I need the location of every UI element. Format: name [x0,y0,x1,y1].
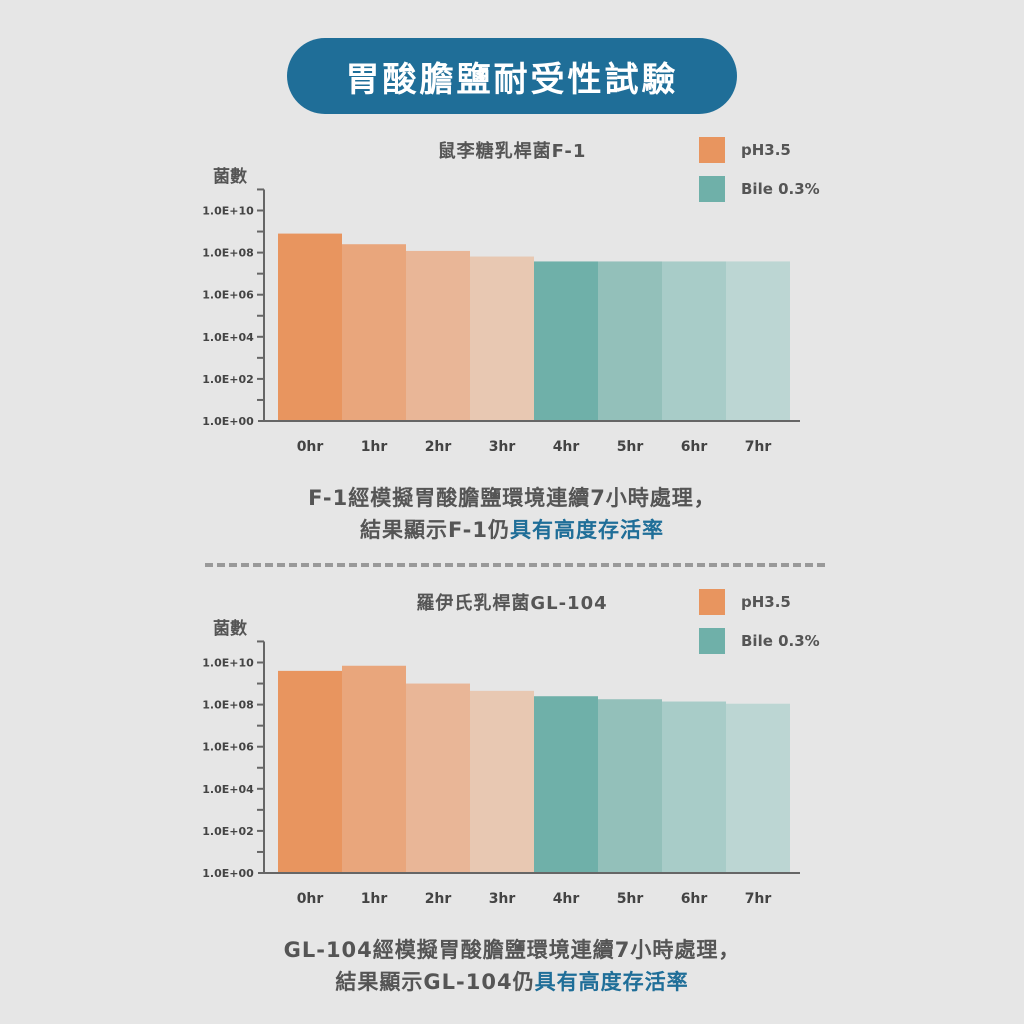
y-axis-label: 菌數 [213,618,247,639]
chart-title: 羅伊氏乳桿菌GL-104 [416,592,607,614]
y-tick-label: 1.0E+10 [202,205,254,218]
caption-line2-prefix: 結果顯示GL-104仍 [335,970,535,994]
caption-line2: 結果顯示GL-104仍具有高度存活率 [0,966,1024,998]
bar-0hr [278,233,342,421]
section-divider [205,563,825,567]
x-tick-label: 1hr [361,891,388,907]
page-title: 胃酸膽鹽耐受性試驗 [287,38,737,114]
x-tick-label: 7hr [745,891,772,907]
x-tick-label: 0hr [297,439,324,455]
bar-7hr [726,261,790,421]
bar-3hr [470,256,534,421]
bar-5hr [598,261,662,421]
bar-4hr [534,261,598,421]
chart-title: 鼠李糖乳桿菌F-1 [438,140,587,162]
y-axis-label: 菌數 [213,166,247,187]
y-tick-label: 1.0E+04 [202,783,254,796]
legend-swatch-0 [699,137,725,163]
x-tick-label: 3hr [489,439,516,455]
x-tick-label: 2hr [425,891,452,907]
chart-caption-gl104: GL-104經模擬胃酸膽鹽環境連續7小時處理， 結果顯示GL-104仍具有高度存… [0,934,1024,998]
bar-chart-gl104: 羅伊氏乳桿菌GL-104 菌數 1.0E+10 1.0E+08 1.0E+06 1.0E+… [202,589,820,907]
y-tick-label: 1.0E+08 [202,247,254,260]
x-tick-label: 5hr [617,891,644,907]
bar-2hr [406,250,470,421]
chart-caption-f1: F-1經模擬胃酸膽鹽環境連續7小時處理， 結果顯示F-1仍具有高度存活率 [0,482,1024,546]
legend-label-0: pH3.5 [741,141,791,159]
x-tick-label: 4hr [553,891,580,907]
x-tick-label: 4hr [553,439,580,455]
y-tick-label: 1.0E+02 [202,825,254,838]
bar-1hr [342,244,406,421]
x-tick-label: 5hr [617,439,644,455]
caption-highlight: 具有高度存活率 [534,970,689,994]
bar-6hr [662,701,726,873]
x-tick-label: 6hr [681,439,708,455]
legend-swatch-1 [699,176,725,202]
y-tick-label: 1.0E+04 [202,331,254,344]
bar-2hr [406,683,470,873]
caption-line1: GL-104經模擬胃酸膽鹽環境連續7小時處理， [283,938,741,962]
bar-0hr [278,670,342,873]
bar-3hr [470,690,534,873]
bar-1hr [342,665,406,873]
y-tick-label: 1.0E+02 [202,373,254,386]
y-tick-label: 1.0E+06 [202,741,254,754]
y-tick-label: 1.0E+06 [202,289,254,302]
x-tick-label: 7hr [745,439,772,455]
legend-label-0: pH3.5 [741,593,791,611]
x-tick-label: 1hr [361,439,388,455]
legend-swatch-1 [699,628,725,654]
y-tick-label: 1.0E+10 [202,657,254,670]
bar-7hr [726,703,790,873]
caption-line1: F-1經模擬胃酸膽鹽環境連續7小時處理， [308,486,716,510]
bar-chart-f1: 鼠李糖乳桿菌F-1 菌數 1.0E+10 1.0E+08 1.0E+06 1.0E+04 1… [202,137,820,455]
legend-label-1: Bile 0.3% [741,180,820,198]
caption-highlight: 具有高度存活率 [510,518,665,542]
caption-line2: 結果顯示F-1仍具有高度存活率 [0,514,1024,546]
y-tick-label: 1.0E+08 [202,699,254,712]
x-tick-label: 3hr [489,891,516,907]
caption-line2-prefix: 結果顯示F-1仍 [359,518,511,542]
bar-5hr [598,699,662,873]
bar-6hr [662,261,726,421]
bar-4hr [534,696,598,873]
x-tick-label: 2hr [425,439,452,455]
y-tick-label: 1.0E+00 [202,415,254,428]
legend-swatch-0 [699,589,725,615]
legend-label-1: Bile 0.3% [741,632,820,650]
x-tick-label: 6hr [681,891,708,907]
x-tick-label: 0hr [297,891,324,907]
y-tick-label: 1.0E+00 [202,867,254,880]
